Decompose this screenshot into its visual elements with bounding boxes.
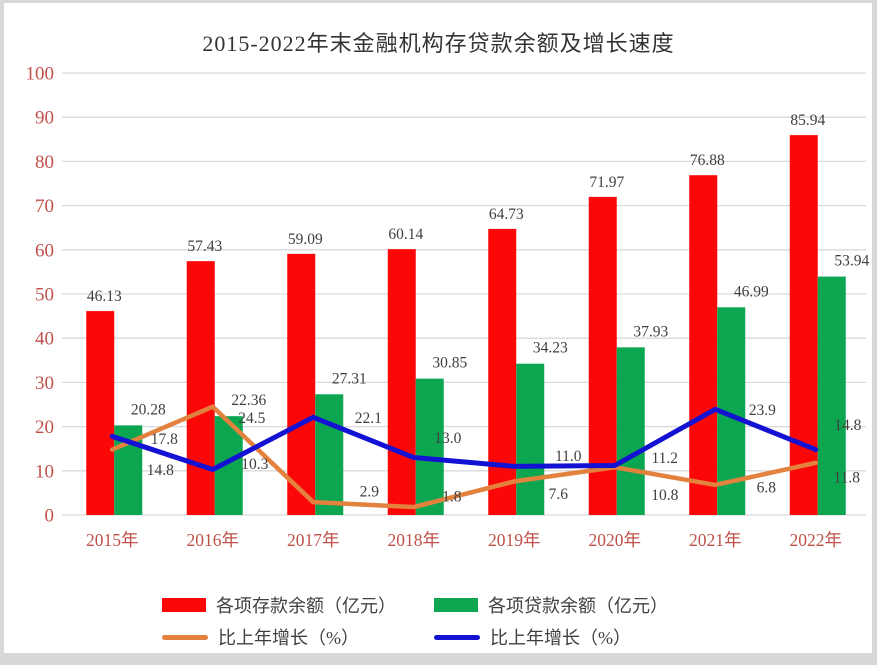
x-axis-label: 2020年	[589, 530, 642, 550]
y-tick-label: 0	[45, 506, 55, 527]
deposit-growth-line	[110, 404, 818, 510]
deposit-bar-label: 64.73	[489, 206, 524, 223]
y-tick-label: 40	[35, 329, 54, 350]
legend-item-deposit-balance: 各项存款余额（亿元）	[162, 593, 434, 617]
deposit-bar	[186, 261, 215, 515]
y-tick-label: 30	[35, 373, 54, 394]
loan-growth-point-label: 13.0	[434, 430, 461, 447]
legend-item-loan-growth: 比上年增长（%）	[434, 625, 668, 649]
loan-growth-line-swatch	[434, 634, 480, 640]
deposit-growth-point-label: 24.5	[238, 410, 265, 427]
deposit-bar	[488, 228, 517, 515]
y-tick-label: 50	[35, 285, 54, 306]
legend-item-loan-balance: 各项贷款余额（亿元）	[434, 593, 668, 617]
deposit-bar	[588, 196, 617, 516]
deposit-bar-label: 60.14	[388, 226, 423, 243]
y-tick-label: 70	[35, 196, 54, 217]
loan-bar-label: 30.85	[432, 355, 467, 372]
deposit-bar-label: 46.13	[87, 288, 122, 305]
loan-bar	[616, 347, 645, 515]
loan-growth-point-label: 11.0	[555, 448, 582, 465]
loan-bar-label: 53.94	[834, 253, 869, 270]
loan-growth-point-label: 17.8	[151, 431, 178, 448]
x-axis-label: 2021年	[689, 530, 742, 550]
deposit-growth-point-label: 11.8	[833, 469, 860, 486]
legend-label-deposit-growth: 比上年增长（%）	[218, 628, 359, 648]
x-axis-label: 2022年	[790, 530, 843, 550]
deposit-growth-point-label: 14.8	[147, 462, 174, 479]
y-tick-label: 90	[35, 108, 54, 129]
loan-growth-line	[109, 406, 819, 472]
legend-label-loan-growth: 比上年增长（%）	[490, 628, 631, 648]
deposit-bar-label: 59.09	[288, 231, 323, 248]
x-axis-label: 2016年	[187, 530, 240, 550]
deposit-growth-point-label: 6.8	[757, 479, 777, 496]
deposit-bar	[689, 175, 718, 515]
loan-bar-label: 20.28	[131, 401, 166, 418]
loan-growth-point-label: 14.8	[834, 417, 861, 434]
deposit-bar-label: 71.97	[589, 174, 624, 191]
y-tick-label: 20	[35, 417, 54, 438]
y-tick-label: 10	[35, 461, 54, 482]
loan-bar-label: 37.93	[633, 323, 668, 340]
deposit-bar	[287, 253, 316, 515]
loan-growth-point-label: 10.3	[241, 456, 268, 473]
deposit-growth-point-label: 2.9	[360, 484, 380, 501]
loan-growth-point-label: 22.1	[355, 410, 382, 427]
y-tick-label: 100	[26, 64, 55, 85]
x-axis-label: 2015年	[86, 530, 139, 550]
deposit-bar-label: 85.94	[790, 112, 825, 129]
loan-growth-point-label: 23.9	[749, 402, 776, 419]
deposit-bar-label: 57.43	[187, 238, 222, 255]
loan-bar-label: 46.99	[734, 283, 769, 300]
loan-bar-label: 27.31	[332, 370, 367, 387]
deposit-growth-point-label: 7.6	[549, 486, 569, 503]
loan-bar	[817, 276, 846, 515]
loan-bar	[516, 363, 545, 515]
x-axis-label: 2018年	[388, 530, 441, 550]
chart-title: 2015-2022年末金融机构存贷款余额及增长速度	[202, 31, 675, 56]
y-tick-label: 60	[35, 240, 54, 261]
deposit-bar-label: 76.88	[690, 152, 725, 169]
deposit-growth-point-label: 10.8	[651, 487, 678, 504]
loan-bar-swatch	[434, 598, 478, 612]
deposit-growth-line-swatch	[162, 634, 208, 640]
legend-item-deposit-growth: 比上年增长（%）	[162, 625, 434, 649]
x-axis-label: 2019年	[488, 530, 541, 550]
legend: 各项存款余额（亿元） 各项贷款余额（亿元） 比上年增长（%） 比上年增长（%）	[162, 593, 668, 649]
loan-growth-point-label: 11.2	[651, 450, 678, 467]
x-axis-label: 2017年	[287, 530, 340, 550]
deposit-bar-swatch	[162, 598, 206, 612]
deposit-bar	[86, 311, 115, 515]
deposit-bar	[789, 135, 818, 515]
loan-bar	[315, 394, 344, 515]
deposit-growth-point-label: 1.8	[442, 489, 462, 506]
loan-bar-label: 34.23	[533, 340, 568, 357]
plot-svg: 0 10 20 30 40 50 60 70 80 90 100 46.13 20.28 57.43 22.…	[26, 64, 870, 551]
loan-bar-label: 22.36	[231, 392, 266, 409]
legend-label-deposit-balance: 各项存款余额（亿元）	[216, 596, 396, 616]
loan-bar	[415, 378, 444, 515]
legend-label-loan-balance: 各项贷款余额（亿元）	[488, 596, 668, 616]
deposit-bar	[387, 249, 416, 515]
y-tick-label: 80	[35, 152, 54, 173]
